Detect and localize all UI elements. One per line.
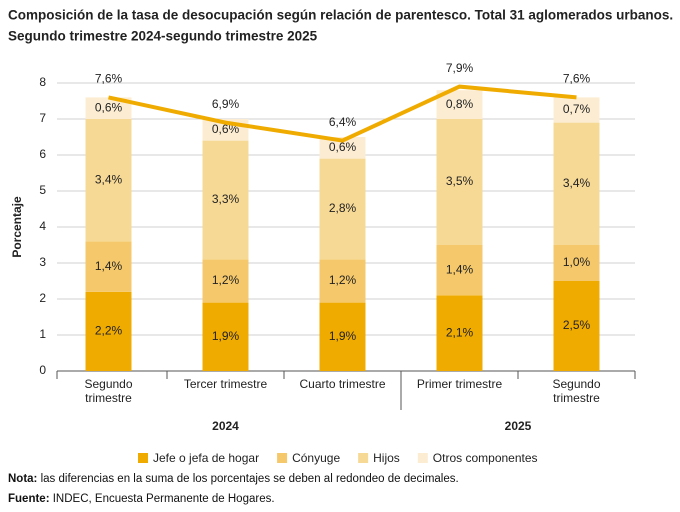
value-label: 1,2%	[329, 273, 357, 287]
group-label: 2025	[505, 419, 532, 433]
legend-swatch	[358, 453, 369, 463]
chart-subtitle: Segundo trimestre 2024-segundo trimestre…	[8, 29, 318, 44]
value-label: 0,8%	[446, 97, 474, 111]
total-label: 6,4%	[329, 115, 357, 129]
value-label: 3,4%	[95, 172, 123, 186]
source-label: Fuente:	[8, 493, 50, 505]
bar-segment	[319, 259, 366, 303]
value-label: 1,9%	[212, 329, 240, 343]
x-tick-label: Cuarto trimestre	[299, 377, 386, 391]
total-label: 7,6%	[563, 72, 591, 86]
total-line	[108, 84, 577, 143]
group-label: 2024	[212, 419, 239, 433]
y-axis-label: Porcentaje	[10, 196, 24, 258]
bar-segment	[85, 291, 132, 371]
value-label: 2,1%	[446, 325, 474, 339]
legend-swatch	[417, 453, 428, 463]
bar-segment	[202, 302, 249, 371]
value-label: 2,5%	[563, 318, 591, 332]
bar-segment	[436, 245, 483, 296]
bar-segment	[319, 158, 366, 260]
bar-segment	[553, 122, 600, 245]
bar-segment	[436, 119, 483, 245]
value-label: 1,2%	[212, 273, 240, 287]
y-tick-label: 3	[39, 255, 46, 269]
chart-title: Composición de la tasa de desocupación s…	[8, 8, 673, 23]
y-tick-label: 4	[39, 219, 46, 233]
bar-segment	[436, 295, 483, 371]
note-label: Nota:	[8, 473, 38, 485]
value-label: 1,4%	[95, 259, 123, 273]
y-tick-label: 0	[39, 363, 46, 377]
bar-segment	[85, 241, 132, 292]
total-label: 7,6%	[95, 72, 123, 86]
bar-segment	[553, 281, 600, 371]
bar-segment	[202, 259, 249, 303]
legend-label: Cónyuge	[292, 451, 340, 465]
total-label: 6,9%	[212, 97, 240, 111]
value-label: 1,4%	[446, 262, 474, 276]
note-text: las diferencias en la suma de los porcen…	[40, 473, 459, 485]
value-label: 0,6%	[95, 100, 123, 114]
value-label: 0,7%	[563, 102, 591, 116]
x-tick-label: Segundo trimestre	[552, 377, 601, 405]
x-tick-label: Segundo trimestre	[84, 377, 133, 405]
value-label: 3,5%	[446, 174, 474, 188]
legend-swatch	[277, 453, 288, 463]
bar-segment	[319, 302, 366, 371]
value-label: 2,2%	[95, 324, 123, 338]
total-label: 7,9%	[446, 61, 474, 75]
value-label: 2,8%	[329, 201, 357, 215]
y-tick-label: 2	[39, 291, 46, 305]
value-label: 1,0%	[563, 255, 591, 269]
note: Nota: las diferencias en la suma de los …	[8, 473, 459, 485]
bar-segment	[553, 97, 600, 123]
bar-segment	[319, 137, 366, 159]
value-label: 1,9%	[329, 329, 357, 343]
legend-label: Hijos	[373, 451, 400, 465]
source: Fuente: INDEC, Encuesta Permanente de Ho…	[8, 493, 275, 505]
y-tick-label: 8	[39, 75, 46, 89]
bar-segment	[202, 140, 249, 260]
y-tick-label: 5	[39, 183, 46, 197]
bar-segment	[85, 119, 132, 242]
legend-label: Otros componentes	[433, 451, 538, 465]
value-label: 3,4%	[563, 176, 591, 190]
legend-label: Jefe o jefa de hogar	[153, 451, 259, 465]
bar-segment	[553, 245, 600, 281]
y-tick-label: 1	[39, 327, 46, 341]
source-text: INDEC, Encuesta Permanente de Hogares.	[52, 493, 275, 505]
value-label: 0,6%	[329, 140, 357, 154]
bar-segment	[85, 97, 132, 119]
value-label: 3,3%	[212, 192, 240, 206]
x-tick-label: Tercer trimestre	[183, 377, 268, 391]
legend-swatch	[138, 453, 148, 463]
y-tick-label: 7	[39, 111, 46, 125]
y-tick-label: 6	[39, 147, 46, 161]
x-tick-label: Primer trimestre	[416, 377, 503, 391]
